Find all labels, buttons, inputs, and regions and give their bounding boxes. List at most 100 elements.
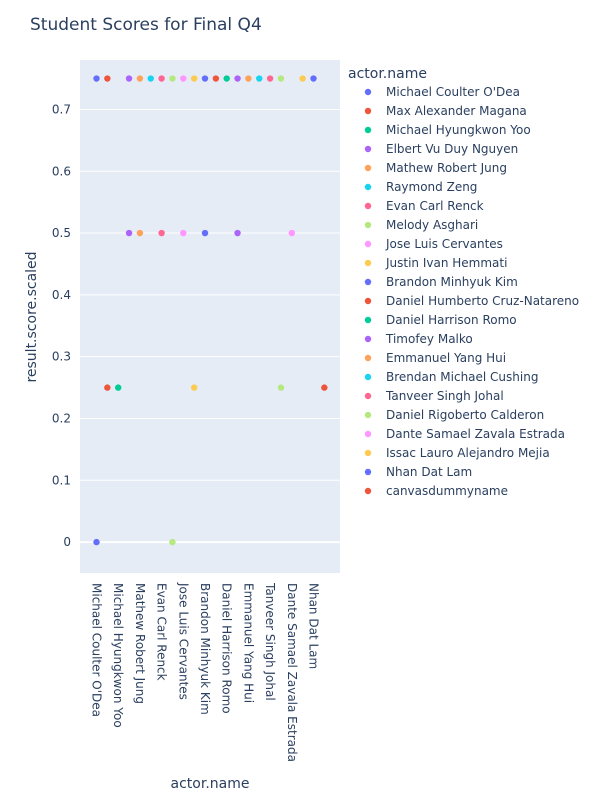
x-axis-title: actor.name — [171, 776, 250, 792]
data-point — [277, 384, 285, 391]
legend-label: Nhan Dat Lam — [386, 465, 472, 479]
legend-label: Jose Luis Cervantes — [385, 237, 503, 251]
data-point — [212, 75, 220, 82]
legend-label: Dante Samael Zavala Estrada — [386, 427, 565, 441]
data-point — [136, 229, 144, 237]
x-tick-label: Dante Samael Zavala Estrada — [285, 583, 299, 762]
legend-marker — [364, 126, 372, 134]
data-point — [147, 75, 154, 82]
data-point — [104, 384, 111, 391]
legend-label: Justin Ivan Hemmati — [385, 256, 507, 270]
data-point — [277, 75, 285, 82]
y-tick-label: 0.7 — [52, 102, 71, 116]
legend-marker — [364, 392, 372, 400]
legend-marker — [364, 468, 372, 476]
data-point — [158, 75, 165, 82]
legend-marker — [364, 373, 372, 381]
legend-label: canvasdummyname — [386, 484, 508, 498]
data-point — [245, 75, 252, 82]
data-point — [136, 75, 144, 82]
x-axis-ticks: Michael Coulter O'Dea Michael Hyungkwon Y… — [90, 582, 321, 762]
data-point — [180, 229, 187, 237]
legend-marker — [364, 202, 372, 210]
legend-marker — [364, 430, 372, 438]
y-tick-label: 0.3 — [52, 350, 71, 364]
data-point — [299, 75, 306, 82]
data-point — [223, 75, 230, 82]
data-point — [93, 538, 100, 546]
y-tick-label: 0.1 — [52, 473, 71, 487]
y-tick-label: 0.5 — [52, 226, 71, 240]
data-point — [201, 229, 209, 237]
data-point — [190, 75, 198, 82]
data-point — [125, 229, 133, 237]
y-axis-title: result.score.scaled — [24, 251, 40, 382]
chart-title: Student Scores for Final Q4 — [30, 15, 262, 35]
legend-marker — [364, 354, 372, 362]
x-tick-label: Mathew Robert Jung — [133, 583, 147, 704]
data-point — [93, 75, 100, 82]
legend-label: Daniel Humberto Cruz-Natareno — [386, 294, 579, 308]
legend-label: Issac Lauro Alejandro Mejia — [386, 446, 550, 460]
data-point — [104, 75, 111, 82]
data-point — [190, 384, 198, 391]
legend-label: Melody Asghari — [386, 218, 478, 232]
data-points — [93, 75, 328, 546]
y-tick-label: 0.2 — [52, 411, 71, 425]
legend-label: Michael Hyungkwon Yoo — [386, 123, 531, 137]
x-tick-label: Jose Luis Cervantes — [176, 582, 190, 700]
legend-label: Elbert Vu Duy Nguyen — [386, 142, 518, 156]
plot-background — [80, 60, 340, 573]
data-point — [169, 75, 176, 82]
legend-marker — [364, 297, 372, 305]
legend-label: Timofey Malko — [385, 332, 473, 346]
x-tick-label: Tanveer Singh Johal — [263, 582, 277, 701]
legend-marker — [364, 316, 372, 324]
legend-marker — [364, 449, 372, 457]
legend-label: Evan Carl Renck — [386, 199, 484, 213]
legend-label: Brendan Michael Cushing — [386, 370, 538, 384]
legend-marker — [364, 164, 372, 172]
y-tick-label: 0 — [63, 535, 71, 549]
data-point — [180, 75, 187, 82]
data-point — [234, 229, 241, 237]
legend-label: Daniel Rigoberto Calderon — [386, 408, 544, 422]
data-point — [125, 75, 133, 82]
x-tick-label: Michael Coulter O'Dea — [90, 583, 104, 717]
legend-marker — [364, 145, 372, 153]
data-point — [158, 229, 165, 237]
x-tick-label: Brandon Minhyuk Kim — [198, 583, 212, 715]
legend-label: Michael Coulter O'Dea — [386, 85, 520, 99]
x-tick-label: Nhan Dat Lam — [307, 583, 321, 669]
legend-title: actor.name — [348, 66, 427, 82]
legend-label: Daniel Harrison Romo — [386, 313, 517, 327]
legend-marker — [364, 487, 372, 495]
legend-marker — [364, 183, 372, 191]
data-point — [321, 384, 328, 391]
data-point — [234, 75, 241, 82]
legend-marker — [364, 88, 372, 96]
data-point — [201, 75, 209, 82]
data-point — [115, 384, 122, 391]
x-tick-label: Emmanuel Yang Hui — [241, 583, 255, 703]
legend-label: Max Alexander Magana — [386, 104, 527, 118]
legend-label: Mathew Robert Jung — [386, 161, 507, 175]
y-axis-ticks: 0 0.1 0.2 0.3 0.4 0.5 0.6 0.7 — [52, 102, 71, 549]
legend-marker — [364, 335, 372, 343]
legend-marker — [364, 259, 372, 267]
x-tick-label: Evan Carl Renck — [155, 583, 169, 681]
data-point — [266, 75, 274, 82]
y-tick-label: 0.4 — [52, 288, 71, 302]
legend-marker — [364, 278, 372, 286]
x-tick-label: Michael Hyungkwon Yoo — [111, 583, 125, 728]
legend: actor.name Michael Coulter O'Dea Max Alex… — [348, 66, 579, 498]
legend-label: Tanveer Singh Johal — [385, 389, 504, 403]
legend-label: Emmanuel Yang Hui — [386, 351, 506, 365]
legend-marker — [364, 411, 372, 419]
x-tick-label: Daniel Harrison Romo — [220, 583, 234, 714]
legend-marker — [364, 221, 372, 229]
legend-marker — [364, 107, 372, 115]
y-gridlines — [80, 108, 340, 544]
legend-marker — [364, 240, 372, 248]
